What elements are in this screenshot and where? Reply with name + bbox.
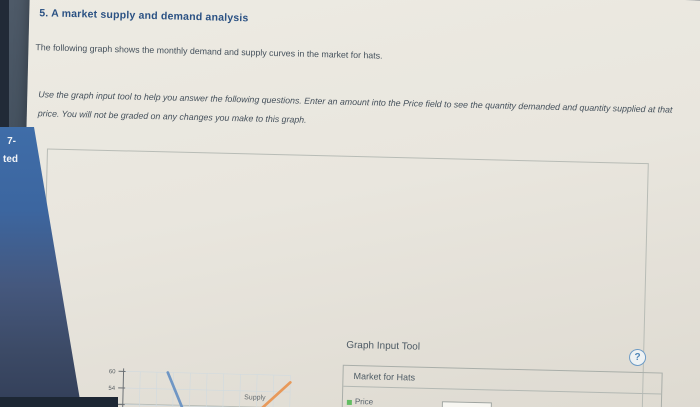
graph-tool-container: 0612182430364248546001002003004005006007… [40, 148, 663, 407]
instructions-text: Use the graph input tool to help you ans… [37, 89, 673, 125]
market-panel-title: Market for Hats [343, 365, 662, 395]
market-panel: Market for Hats Price (Dollars per hat) … [340, 364, 663, 407]
help-icon[interactable]: ? [628, 348, 647, 367]
svg-text:Supply: Supply [244, 394, 266, 402]
sidebar-label-1: 7- [7, 136, 16, 147]
question-title: 5. A market supply and demand analysis [39, 7, 249, 25]
price-line-swatch-icon [346, 399, 352, 405]
assignment-page: 5. A market supply and demand analysis T… [19, 0, 700, 407]
intro-text: The following graph shows the monthly de… [35, 42, 383, 61]
price-input[interactable] [441, 401, 492, 407]
price-label: Price [354, 397, 374, 407]
svg-text:60: 60 [109, 369, 116, 375]
svg-text:54: 54 [108, 386, 115, 392]
question-mark-glyph: ? [634, 351, 641, 364]
graph-input-tool-title: Graph Input Tool [346, 339, 421, 353]
screen-bottom-edge [0, 397, 118, 407]
sidebar-label-2: ted [3, 154, 18, 165]
